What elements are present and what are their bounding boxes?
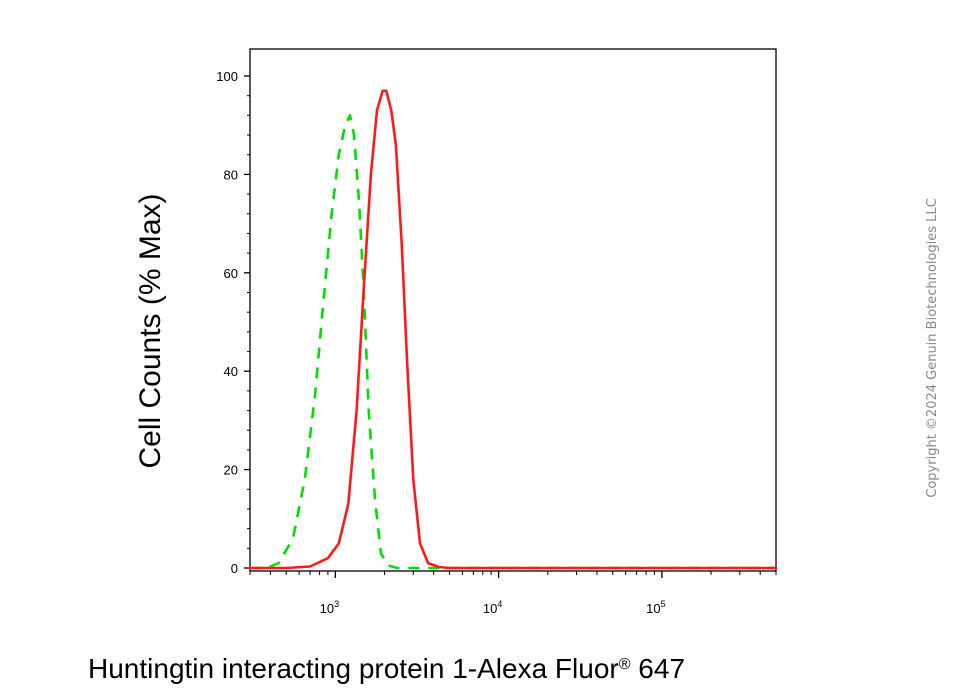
x-axis-label: Huntingtin interacting protein 1-Alexa F…: [88, 653, 685, 684]
series-layer: [248, 89, 778, 570]
series-line-dashed-green: [250, 114, 776, 570]
y-tick-label: 100: [216, 69, 238, 84]
x-axis: 103 104 105: [249, 571, 777, 616]
y-tick-label: 80: [224, 167, 238, 182]
x-tick-label: 103: [320, 599, 339, 616]
x-tick-label-base: 10: [483, 601, 497, 616]
x-tick-label-exponent: 4: [497, 599, 502, 609]
series-line-solid-red: [248, 89, 778, 570]
y-tick-label: 20: [224, 463, 238, 478]
x-tick-label: 104: [483, 599, 502, 616]
x-axis-label-suffix: 647: [631, 653, 686, 684]
x-tick-label-base: 10: [320, 601, 334, 616]
x-tick-label-exponent: 5: [661, 599, 666, 609]
copyright-watermark: Copyright ©2024 Genuin Biotechnologies L…: [925, 198, 940, 497]
x-axis-label-main: Huntingtin interacting protein 1-Alexa F…: [88, 653, 619, 684]
y-tick-label: 0: [231, 561, 238, 576]
x-tick-label-base: 10: [646, 601, 660, 616]
y-axis-label: Cell Counts (% Max): [134, 193, 167, 468]
plot-frame: [249, 48, 777, 572]
x-tick-label-exponent: 3: [334, 599, 339, 609]
y-axis: 0 20 40 60 80 100: [216, 69, 250, 576]
y-tick-label: 60: [224, 266, 238, 281]
x-tick-label: 105: [646, 599, 665, 616]
y-tick-label: 40: [224, 364, 238, 379]
x-axis-label-registered-mark: ®: [619, 656, 631, 673]
